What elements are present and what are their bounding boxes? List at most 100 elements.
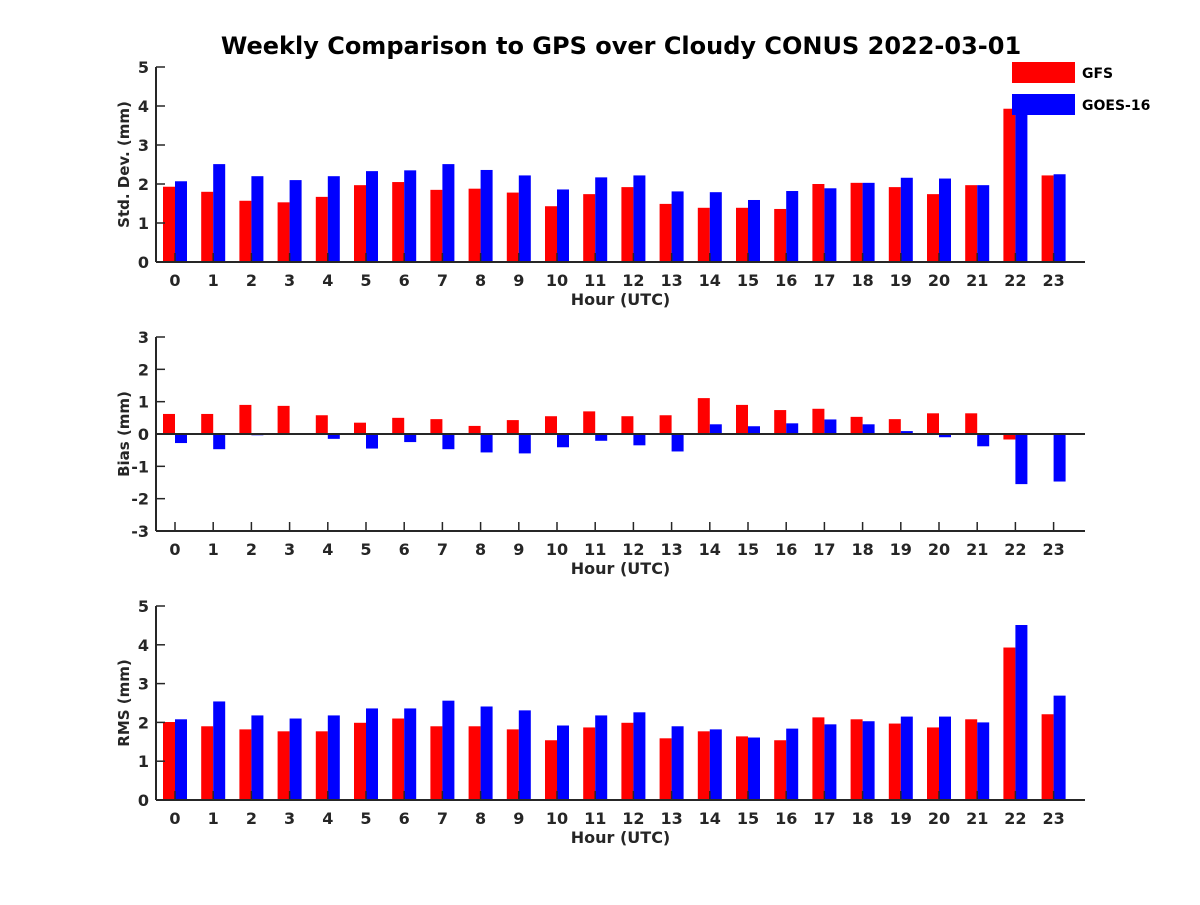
x-tick-label: 5 bbox=[360, 540, 371, 559]
x-tick-label: 16 bbox=[775, 271, 797, 290]
bar-goes-16-hour-13 bbox=[671, 434, 684, 452]
x-tick-label: 12 bbox=[622, 540, 644, 559]
bar-gfs-hour-23 bbox=[1041, 175, 1054, 262]
x-tick-label: 7 bbox=[437, 271, 448, 290]
bar-gfs-hour-3 bbox=[277, 731, 290, 800]
bar-goes-16-hour-15 bbox=[748, 426, 760, 434]
x-tick-label: 21 bbox=[966, 809, 988, 828]
bar-goes-16-hour-8 bbox=[480, 169, 493, 262]
y-tick-label: 5 bbox=[138, 58, 149, 77]
x-tick-label: 8 bbox=[475, 271, 486, 290]
bar-goes-16-hour-22 bbox=[1015, 98, 1028, 262]
bar-goes-16-hour-13 bbox=[671, 726, 684, 800]
x-tick-label: 4 bbox=[322, 271, 333, 290]
x-tick-label: 8 bbox=[475, 540, 486, 559]
x-tick-label: 10 bbox=[546, 809, 568, 828]
bar-goes-16-hour-6 bbox=[404, 434, 417, 443]
x-tick-label: 18 bbox=[851, 540, 873, 559]
bar-goes-16-hour-16 bbox=[786, 191, 799, 262]
bar-goes-16-hour-7 bbox=[442, 700, 455, 800]
bar-gfs-hour-4 bbox=[315, 196, 328, 262]
bar-gfs-hour-16 bbox=[774, 208, 787, 262]
bar-goes-16-hour-20 bbox=[939, 178, 951, 262]
x-axis-label: Hour (UTC) bbox=[571, 559, 671, 578]
bar-gfs-hour-21 bbox=[965, 413, 978, 434]
bar-goes-16-hour-22 bbox=[1015, 625, 1028, 800]
bar-goes-16-hour-9 bbox=[518, 434, 531, 454]
x-tick-label: 0 bbox=[169, 540, 180, 559]
bar-gfs-hour-11 bbox=[583, 411, 596, 434]
bar-goes-16-hour-1 bbox=[213, 164, 226, 262]
bar-gfs-hour-1 bbox=[201, 191, 214, 262]
bar-gfs-hour-6 bbox=[392, 718, 405, 800]
bar-gfs-hour-14 bbox=[697, 207, 710, 262]
bar-goes-16-hour-9 bbox=[518, 710, 531, 800]
x-tick-label: 6 bbox=[399, 271, 410, 290]
x-tick-label: 10 bbox=[546, 271, 568, 290]
bar-gfs-hour-5 bbox=[354, 722, 366, 800]
y-tick-label: 3 bbox=[138, 328, 149, 347]
bar-gfs-hour-11 bbox=[583, 194, 596, 262]
bar-goes-16-hour-15 bbox=[748, 199, 760, 262]
bar-goes-16-hour-0 bbox=[175, 434, 187, 444]
bar-goes-16-hour-21 bbox=[977, 185, 990, 262]
bar-gfs-hour-6 bbox=[392, 182, 405, 262]
bar-gfs-hour-16 bbox=[774, 740, 787, 800]
x-tick-label: 12 bbox=[622, 809, 644, 828]
y-axis-label: RMS (mm) bbox=[115, 659, 133, 746]
bar-gfs-hour-9 bbox=[506, 729, 519, 800]
x-tick-label: 9 bbox=[513, 271, 524, 290]
bar-gfs-hour-13 bbox=[659, 738, 672, 800]
x-tick-label: 20 bbox=[928, 540, 950, 559]
bar-gfs-hour-8 bbox=[468, 425, 481, 434]
bar-goes-16-hour-21 bbox=[977, 722, 990, 800]
y-tick-label: 1 bbox=[138, 393, 149, 412]
x-tick-label: 13 bbox=[660, 271, 682, 290]
bar-gfs-hour-16 bbox=[774, 410, 787, 434]
x-tick-label: 11 bbox=[584, 540, 606, 559]
legend-swatch-gfs bbox=[1012, 62, 1075, 83]
bar-gfs-hour-0 bbox=[163, 722, 175, 800]
bar-gfs-hour-19 bbox=[888, 187, 901, 262]
bar-goes-16-hour-12 bbox=[633, 175, 646, 262]
bar-goes-16-hour-13 bbox=[671, 191, 684, 262]
x-tick-label: 0 bbox=[169, 809, 180, 828]
bar-gfs-hour-9 bbox=[506, 192, 519, 262]
bar-gfs-hour-3 bbox=[277, 405, 290, 434]
bar-gfs-hour-21 bbox=[965, 719, 978, 800]
x-tick-label: 23 bbox=[1042, 540, 1064, 559]
x-tick-label: 10 bbox=[546, 540, 568, 559]
bar-gfs-hour-4 bbox=[315, 415, 328, 434]
x-tick-label: 2 bbox=[246, 809, 257, 828]
bar-goes-16-hour-11 bbox=[595, 177, 608, 262]
bar-goes-16-hour-17 bbox=[824, 419, 837, 434]
bar-gfs-hour-23 bbox=[1041, 714, 1054, 800]
x-tick-label: 21 bbox=[966, 271, 988, 290]
bar-gfs-hour-12 bbox=[621, 416, 634, 434]
bar-gfs-hour-18 bbox=[850, 182, 863, 262]
x-tick-label: 0 bbox=[169, 271, 180, 290]
x-tick-label: 15 bbox=[737, 540, 759, 559]
bar-goes-16-hour-17 bbox=[824, 724, 837, 800]
bar-goes-16-hour-1 bbox=[213, 701, 226, 800]
legend-label: GFS bbox=[1082, 66, 1113, 82]
bar-gfs-hour-9 bbox=[506, 420, 519, 434]
bar-goes-16-hour-9 bbox=[518, 175, 531, 262]
x-tick-label: 20 bbox=[928, 809, 950, 828]
x-tick-label: 8 bbox=[475, 809, 486, 828]
y-tick-label: 1 bbox=[138, 214, 149, 233]
bar-gfs-hour-19 bbox=[888, 419, 901, 434]
bar-goes-16-hour-11 bbox=[595, 715, 608, 800]
bar-goes-16-hour-10 bbox=[557, 189, 569, 262]
x-tick-label: 23 bbox=[1042, 271, 1064, 290]
x-tick-label: 4 bbox=[322, 540, 333, 559]
bar-gfs-hour-14 bbox=[697, 398, 710, 434]
bar-goes-16-hour-11 bbox=[595, 434, 608, 441]
x-tick-label: 14 bbox=[699, 809, 721, 828]
bar-goes-16-hour-8 bbox=[480, 706, 493, 800]
legend: GFS GOES-16 bbox=[1012, 62, 1150, 115]
bar-goes-16-hour-22 bbox=[1015, 434, 1028, 485]
